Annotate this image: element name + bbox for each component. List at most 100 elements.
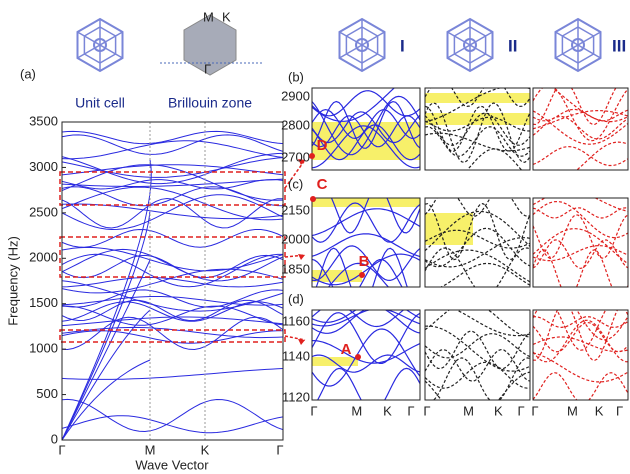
y-tick-label: 1000 (29, 341, 58, 356)
band-gap (425, 213, 473, 245)
band-lines (533, 281, 628, 404)
point-marker (309, 153, 315, 159)
band-curve (533, 240, 628, 269)
x-tick-label: Γ (310, 403, 317, 418)
band-curve (312, 304, 420, 327)
point-label: C (317, 176, 328, 193)
band-curve (425, 362, 530, 388)
band-curve (62, 416, 283, 433)
band-curve (533, 77, 628, 122)
x-tick-label: Γ (423, 403, 430, 418)
y-tick-label: 0 (51, 431, 58, 446)
arrow (285, 336, 305, 340)
band-lines (62, 131, 283, 440)
column-label: I (400, 36, 405, 55)
arrow-head (298, 339, 305, 345)
x-tick-label: Γ (276, 442, 283, 457)
band-curve (533, 250, 628, 297)
y-tick-label: 3500 (29, 113, 58, 128)
icon-label: Brillouin zone (168, 95, 252, 111)
structure-icon (448, 19, 493, 71)
x-tick-label: M (463, 403, 474, 418)
band-curve (533, 147, 628, 166)
panel-label: (d) (288, 291, 304, 306)
x-tick-label: Γ (517, 403, 524, 418)
point-marker (310, 196, 316, 202)
axes-frame (533, 310, 628, 400)
x-tick-label: M (351, 403, 362, 418)
band-lines (425, 302, 530, 422)
icon-label: Unit cell (75, 95, 125, 111)
bz-point: M (203, 9, 214, 24)
band-curve (62, 199, 283, 229)
band-curve (62, 260, 150, 440)
band-curve (312, 203, 420, 242)
x-tick-label: K (201, 442, 210, 457)
x-tick-label: Γ (531, 403, 538, 418)
x-tick-label: M (145, 442, 156, 457)
band-curve (425, 326, 530, 371)
y-tick-label: 2500 (29, 204, 58, 219)
point-label: A (341, 341, 352, 358)
y-tick-label: 500 (36, 386, 58, 401)
y-axis-title: Frequency (Hz) (5, 236, 20, 326)
unit-cell-icon (78, 19, 123, 71)
point-label: B (359, 253, 370, 270)
band-curve (425, 149, 530, 185)
band-lines (312, 300, 420, 412)
structure-icon (340, 19, 385, 71)
band-curve (425, 127, 530, 157)
bz-point: Γ (204, 61, 211, 76)
band-curve (62, 327, 283, 337)
x-tick-label: K (494, 403, 503, 418)
y-tick-label: 1850 (281, 261, 310, 276)
band-curve (533, 111, 628, 144)
y-tick-label: 1120 (282, 389, 310, 404)
y-tick-label: 1500 (29, 295, 58, 310)
figure: M K Γ Unit cell Brillouin zone (a) I II … (0, 0, 630, 474)
axes-frame (62, 122, 283, 440)
band-curve (62, 277, 283, 287)
y-tick-label: 2000 (29, 250, 58, 265)
structure-icon (556, 19, 601, 71)
band-curve (425, 358, 530, 403)
band-curve (533, 181, 628, 205)
band-curve (62, 141, 283, 159)
bz-point: K (222, 9, 231, 24)
y-tick-label: 2000 (281, 231, 310, 246)
x-tick-label: Γ (616, 403, 623, 418)
y-tick-label: 3000 (29, 159, 58, 174)
band-curve (425, 372, 530, 422)
band-curve (62, 204, 283, 219)
panel-label: (c) (288, 176, 303, 191)
y-tick-label: 2700 (281, 149, 310, 164)
point-marker (355, 354, 361, 360)
x-tick-label: M (567, 403, 578, 418)
arrow-head (298, 254, 305, 260)
band-gap (425, 113, 530, 125)
panel-label: (a) (20, 66, 36, 81)
axes-frame (533, 88, 628, 170)
band-curve (533, 142, 628, 180)
point-marker (359, 272, 365, 278)
band-gap (425, 93, 530, 103)
y-tick-label: 2800 (281, 117, 310, 132)
band-curve (312, 368, 420, 411)
band-curve (425, 248, 530, 295)
y-tick-label: 2150 (281, 202, 310, 217)
x-axis-title: Wave Vector (135, 457, 209, 472)
band-curve (533, 208, 628, 218)
y-tick-label: 1160 (282, 313, 310, 328)
brillouin-zone: M K Γ (160, 9, 262, 76)
x-tick-label: Γ (407, 403, 414, 418)
y-tick-label: 2900 (281, 88, 310, 103)
band-curve (533, 303, 628, 360)
band-curve (62, 317, 283, 349)
band-curve (425, 302, 530, 337)
band-curve (312, 313, 420, 364)
x-tick-label: K (595, 403, 604, 418)
panel-label: (b) (288, 69, 304, 84)
column-label: II (508, 36, 517, 55)
band-curve (533, 300, 628, 350)
column-label: III (612, 36, 626, 55)
